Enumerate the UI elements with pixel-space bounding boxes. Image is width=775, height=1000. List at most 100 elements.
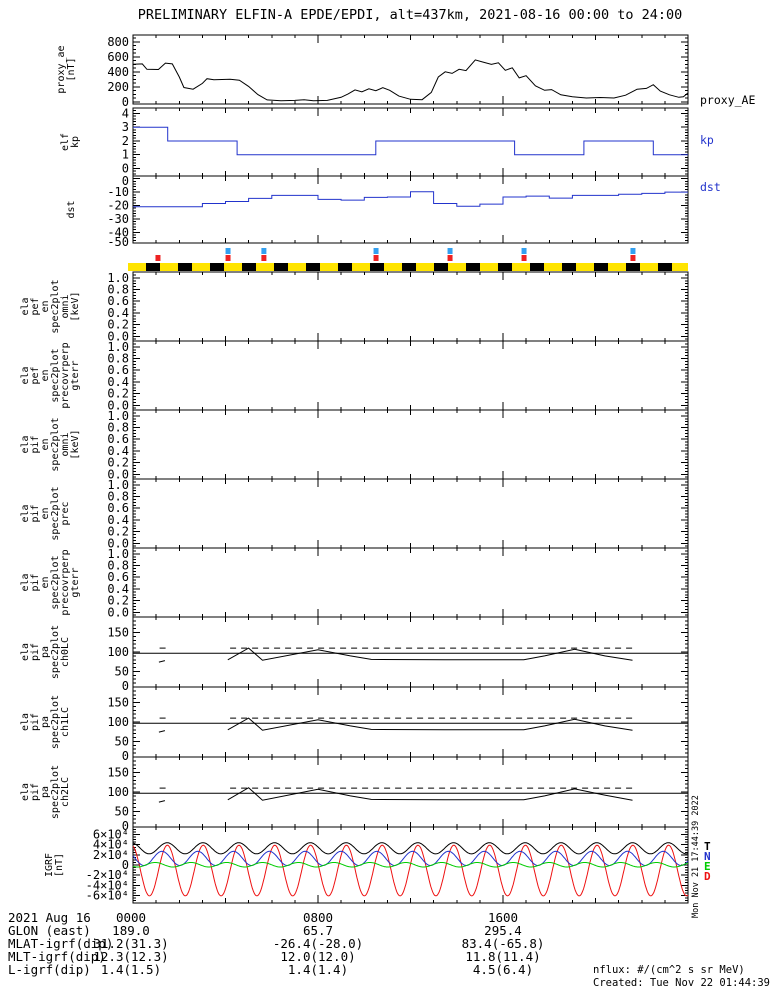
panel-label-line: pa (40, 646, 51, 658)
axis-row-glon: GLON (east) 189.0 65.7 295.4 (0, 923, 775, 938)
science-zone-bar (128, 248, 688, 271)
panel-label-line: ela (20, 435, 31, 453)
ytick-label: 100 (107, 715, 129, 729)
series-E (132, 862, 689, 868)
science-zone-mark-red (447, 255, 453, 261)
mlat-value-2: 83.4(-65.8) (461, 936, 545, 951)
panel-label-line: pef (30, 297, 41, 315)
panel-label-line: prec (60, 501, 71, 525)
ytick-label: 1.0 (107, 478, 129, 492)
science-zone-mark-red (155, 255, 161, 261)
ytick-label: 0.4 (107, 582, 129, 596)
science-zone-mark-red (261, 255, 267, 261)
watermark-timestamp: Mon Nov 21 17:44:39 2022 (691, 795, 701, 918)
panel-label-line: precovrperp (60, 549, 71, 615)
axis-row-label-date: 2021 Aug 16 (8, 910, 91, 925)
panel-label-line: ela (20, 573, 31, 591)
ytick-label: 0.6 (107, 363, 129, 377)
ytick-label: 0.0 (107, 536, 129, 550)
ytick-label: 50 (115, 804, 129, 818)
lshell-value-2: 4.5(6.4) (472, 962, 534, 977)
panel-label-line: kp (70, 136, 81, 148)
mlt-value-2: 11.8(11.4) (465, 949, 541, 964)
ytick-label: -40 (107, 225, 129, 239)
ytick-label: 100 (107, 645, 129, 659)
panel-ela_pef_en_spec2plot_omni: 0.00.20.40.60.81.0 ela pef en spec2plot omni[… (20, 271, 689, 343)
axis-row-mlt: MLT-igrf(dip) 12.3(12.3) 12.0(12.0) 11.8… (0, 949, 775, 964)
ytick-label: 1.0 (107, 547, 129, 561)
ytick-label: 0.2 (107, 525, 129, 539)
ytick-label: 0.4 (107, 513, 129, 527)
panel-label-line: spec2plot (50, 279, 61, 333)
ytick-label: 50 (115, 734, 129, 748)
panel-label-line: ela (20, 783, 31, 801)
footer-nflux-units: nflux: #/(cm^2 s sr MeV) (593, 964, 745, 976)
panel-label-line: pef (30, 366, 41, 384)
panel-label-line: spec2plot (50, 765, 61, 819)
series-N (132, 850, 689, 867)
science-zone-mark-blue (447, 248, 453, 254)
ytick-label: 0.0 (107, 605, 129, 619)
ytick-label: -50 (107, 235, 129, 249)
science-zone-mark-red (373, 255, 379, 261)
panel-label-line: ch1LC (60, 707, 71, 737)
panel-label-line: ela (20, 366, 31, 384)
series-pa-track (227, 787, 633, 801)
panel-label-line: pa (40, 786, 51, 798)
ytick-label: 0.4 (107, 444, 129, 458)
tick-time-1600: 1600 (487, 910, 519, 925)
lshell-value-1: 1.4(1.4) (287, 962, 349, 977)
ytick-label: 0 (122, 161, 129, 175)
panel-label-line: [keV] (70, 291, 81, 321)
series-dst (133, 191, 688, 208)
tick-time-0800: 0800 (302, 910, 334, 925)
axis-row-label-mlat: MLAT-igrf(dip) (8, 936, 114, 951)
panel-label-line: en (40, 300, 51, 312)
panel-label-line: spec2plot (50, 348, 61, 402)
ytick-label: 0.6 (107, 294, 129, 308)
ytick-label: 0 (122, 749, 129, 763)
panel-label-line: pif (30, 504, 41, 522)
panel-ela_pif_en_spec2plot_prec: 0.00.20.40.60.81.0 ela pif en spec2plot prec (20, 478, 689, 550)
ytick-label: 0.0 (107, 329, 129, 343)
science-zone-mark-blue (521, 248, 527, 254)
ytick-label: 1.0 (107, 271, 129, 285)
right-label-proxy-ae: proxy_AE (700, 93, 756, 107)
ytick-label: 0 (122, 679, 129, 693)
ytick-label: 600 (107, 50, 129, 64)
panel-label-line: precovrperp (60, 342, 71, 408)
panel-label-line: pif (30, 643, 41, 661)
axis-row-date: 2021 Aug 16 0000 0800 1600 (0, 910, 775, 925)
panel-label-line: spec2plot (50, 625, 61, 679)
ytick-label: -10 (107, 185, 129, 199)
ytick-label: 0 (122, 95, 129, 109)
panel-label-line: pif (30, 435, 41, 453)
panel-label-line: elf (60, 133, 71, 151)
ytick-label: 2×10⁴ (93, 848, 129, 862)
panel-label-line: pa (40, 716, 51, 728)
ytick-label: 6×10⁴ (93, 828, 129, 842)
panel-label-line: spec2plot (50, 555, 61, 609)
ytick-label: 0.8 (107, 283, 129, 297)
science-zone-mark-red (521, 255, 527, 261)
mlt-value-0: 12.3(12.3) (93, 949, 169, 964)
panel-label-line: pif (30, 713, 41, 731)
panel-label-line: spec2plot (50, 695, 61, 749)
series-pa-track (227, 647, 633, 661)
panel-label-line: IGRF (44, 853, 55, 877)
right-label-kp: kp (700, 133, 714, 147)
series-pa-mini (158, 730, 166, 733)
ytick-label: 4 (122, 106, 129, 120)
ytick-label: 150 (107, 626, 129, 640)
panel-ela_pif_en_spec2plot_precovrperp_gterr: 0.00.20.40.60.81.0 ela pif en spec2plot preco… (20, 547, 689, 619)
panel-label-line: spec2plot (50, 486, 61, 540)
ytick-label: 0.6 (107, 501, 129, 515)
ytick-label: 150 (107, 766, 129, 780)
axis-row-mlat: MLAT-igrf(dip) 31.2(31.3) -26.4(-28.0) 8… (0, 936, 775, 951)
science-zone-mark-red (630, 255, 636, 261)
panel-ela_pif_pa_spec2plot_ch1LC: 050 100 150 ela pif pa spec2plot ch1LC (20, 686, 689, 763)
panel-label-line: en (40, 438, 51, 450)
ytick-label: 2 (122, 134, 129, 148)
